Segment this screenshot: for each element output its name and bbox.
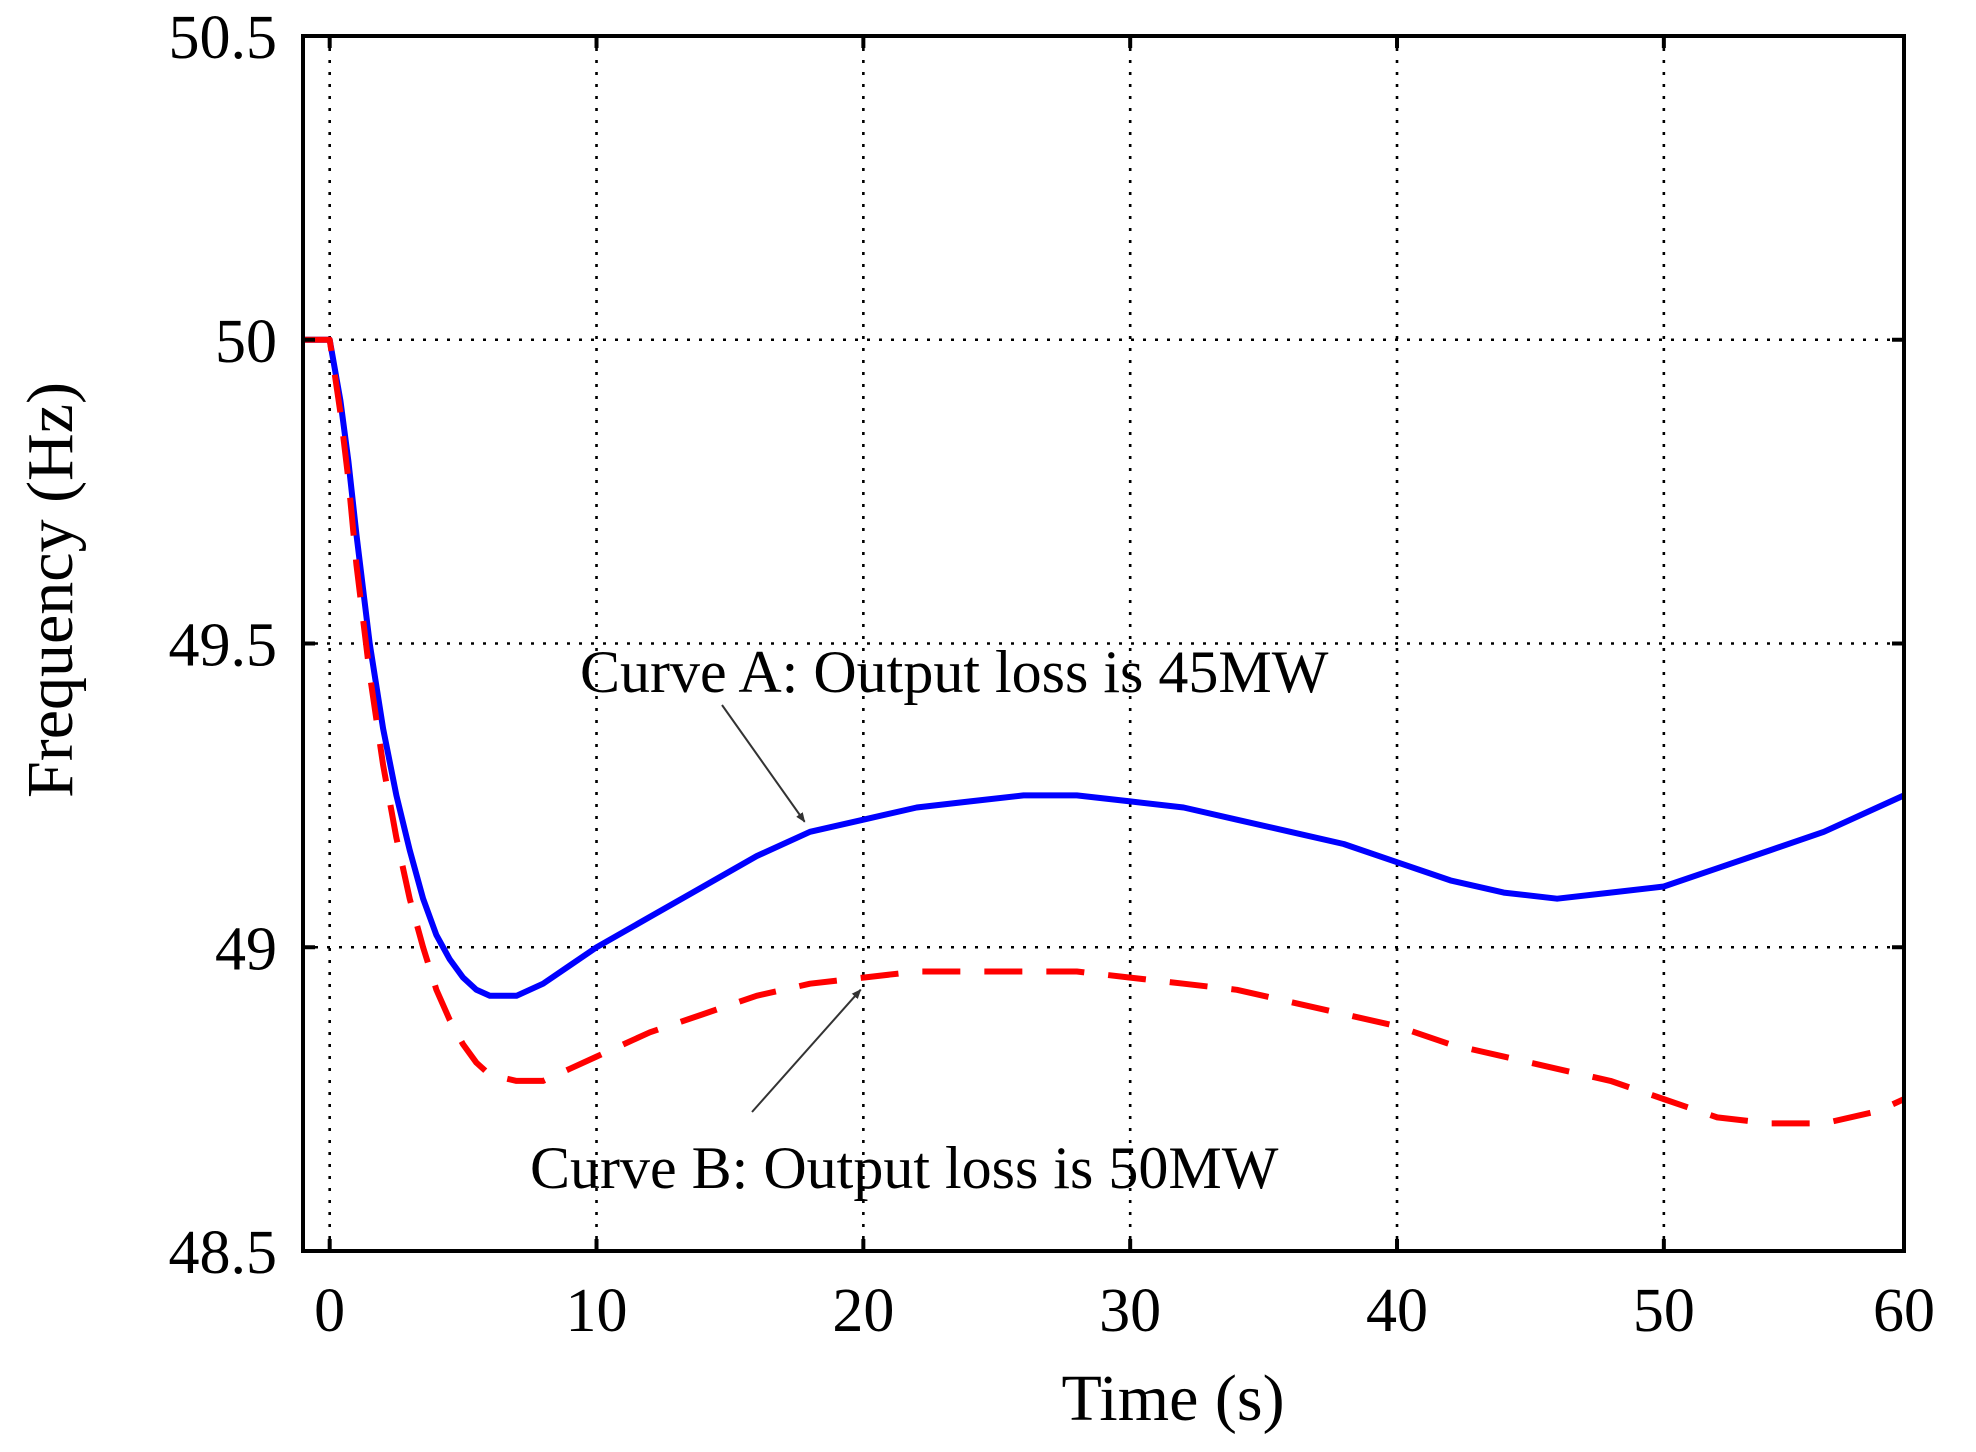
curve-b-line	[303, 336, 1906, 1127]
annotation-curve-a-label: Curve A: Output loss is 45MW	[580, 639, 1329, 705]
x-tick-label: 60	[1873, 1277, 1935, 1345]
y-tick-label: 49.5	[169, 612, 278, 680]
y-tick-label: 50.5	[169, 4, 278, 72]
y-tick-label: 48.5	[169, 1219, 278, 1287]
annotation-curve-b-arrow	[751, 988, 862, 1113]
x-tick-label: 20	[832, 1277, 894, 1345]
series-layer	[303, 336, 1906, 1127]
y-axis-title: Frequency (Hz)	[14, 382, 87, 798]
x-tick-label: 40	[1366, 1277, 1428, 1345]
x-tick-label: 10	[566, 1277, 628, 1345]
ticks: 0 10 20 30 40 50 60 48.5 49 49.5 50 50.5	[169, 4, 1936, 1345]
annotation-curve-a-arrow	[721, 704, 806, 823]
x-axis-title: Time (s)	[1061, 1362, 1284, 1435]
x-tick-label: 50	[1633, 1277, 1695, 1345]
grid	[303, 36, 1904, 1251]
y-tick-label: 50	[215, 308, 277, 376]
annotation-curve-b-label: Curve B: Output loss is 50MW	[530, 1135, 1279, 1201]
x-tick-label: 30	[1099, 1277, 1161, 1345]
annotations: Curve A: Output loss is 45MW Curve B: Out…	[530, 639, 1329, 1201]
y-tick-label: 49	[215, 915, 277, 983]
x-tick-label: 0	[314, 1277, 345, 1345]
curve-a-line	[303, 336, 1906, 999]
